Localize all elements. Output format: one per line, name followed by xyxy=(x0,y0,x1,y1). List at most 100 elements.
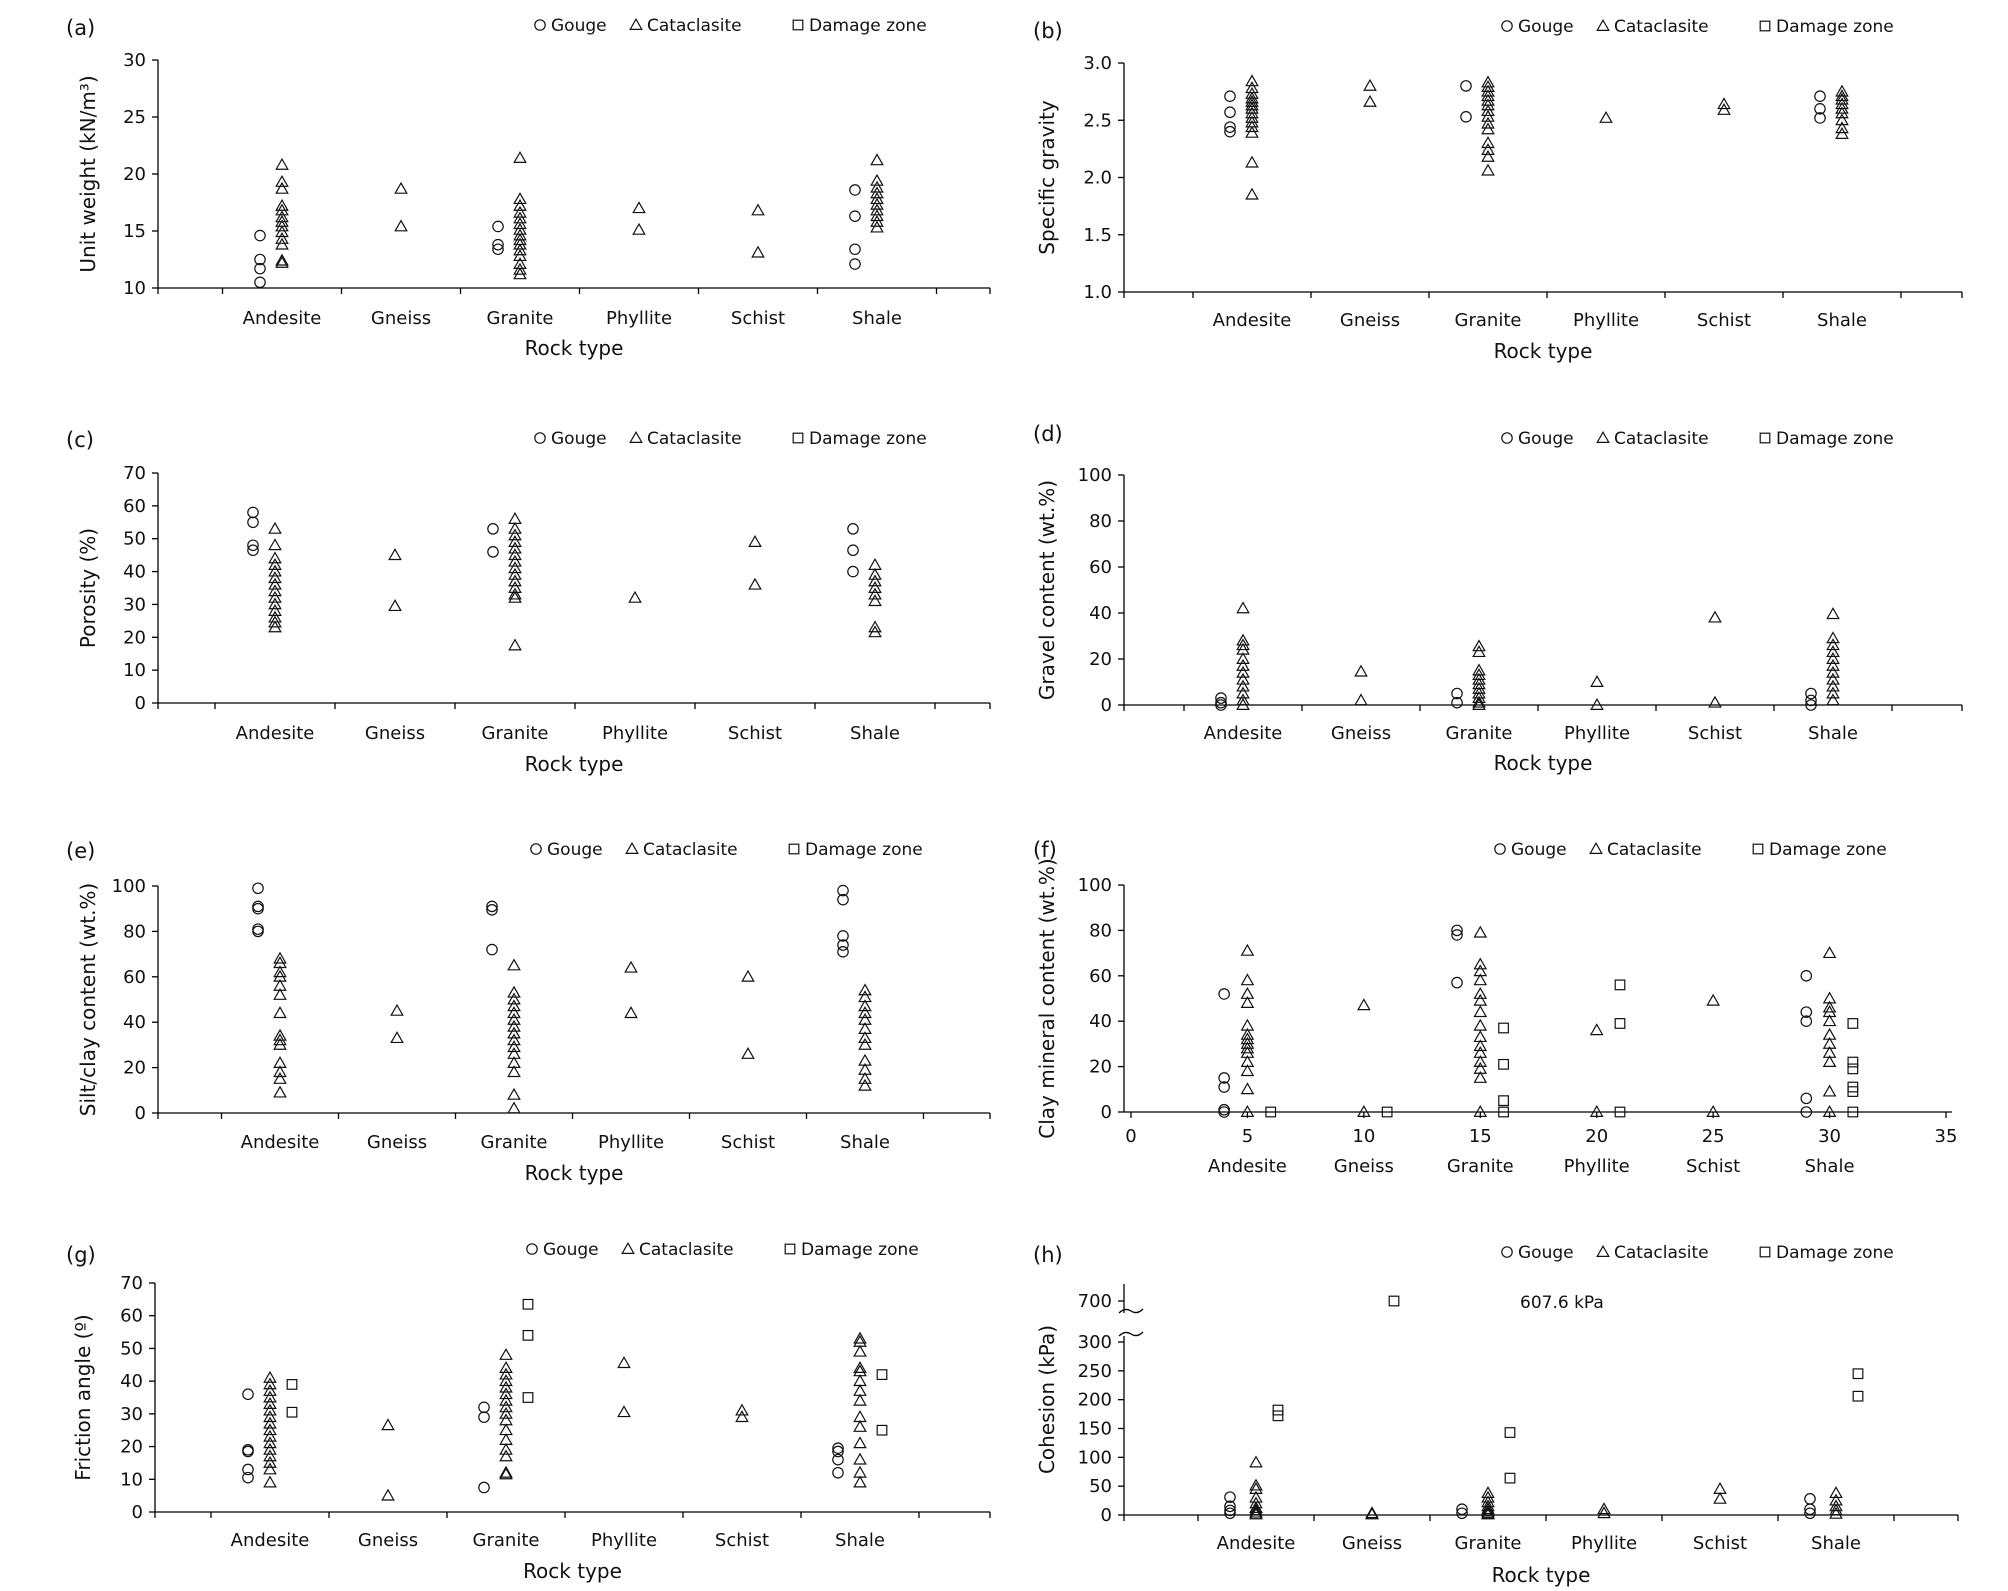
data-point xyxy=(1713,1491,1727,1504)
data-point xyxy=(1473,1039,1488,1052)
y-axis-title: Clay mineral content (wt.%) xyxy=(1035,858,1059,1138)
data-point xyxy=(1472,697,1486,710)
category-label: Phyllite xyxy=(1571,1533,1637,1554)
y-tick-label: 80 xyxy=(1089,511,1112,532)
data-point xyxy=(263,1416,277,1429)
data-point xyxy=(242,1471,254,1484)
data-point xyxy=(1800,1006,1813,1018)
data-point xyxy=(1498,1106,1509,1118)
data-point xyxy=(837,884,849,897)
data-point xyxy=(1481,104,1495,117)
data-point xyxy=(508,521,522,534)
data-point xyxy=(1240,943,1255,956)
data-point xyxy=(275,181,289,194)
category-label: Phyllite xyxy=(591,1530,657,1551)
legend-label: Damage zone xyxy=(809,16,927,36)
data-point xyxy=(268,551,282,564)
data-point xyxy=(735,1403,749,1416)
data-point xyxy=(1708,610,1722,623)
data-point xyxy=(263,1449,277,1462)
data-point xyxy=(858,1006,872,1019)
chart-panel-b: (b) Gouge Cataclasite Damage zone 1.0 1.5 2.0 2… xyxy=(1033,17,1963,363)
category-label: Phyllite xyxy=(1564,1156,1630,1177)
data-point xyxy=(1847,1086,1859,1097)
legend-label: Damage zone xyxy=(1769,840,1887,860)
data-point xyxy=(1804,1493,1816,1505)
category-label: Gneiss xyxy=(1340,310,1400,331)
data-point xyxy=(1388,1295,1400,1307)
data-point xyxy=(268,557,282,570)
legend: Gouge Cataclasite Damage zone xyxy=(530,840,923,860)
x-tick-label: 30 xyxy=(1818,1126,1841,1147)
legend-label: Cataclasite xyxy=(643,840,738,860)
data-point xyxy=(507,985,521,998)
category-label: Granite xyxy=(1455,1533,1522,1554)
y-tick-label: 2.0 xyxy=(1083,168,1112,189)
data-point xyxy=(268,615,282,628)
legend-label: Damage zone xyxy=(809,429,927,449)
data-point xyxy=(1847,1063,1859,1075)
category-label: Granite xyxy=(1446,723,1513,744)
x-axis-title: Rock type xyxy=(525,336,624,360)
data-point xyxy=(499,1347,513,1360)
data-point xyxy=(868,580,882,593)
data-point xyxy=(847,544,859,557)
x-axis-title: Rock type xyxy=(525,1161,624,1185)
y-tick-label: 1.5 xyxy=(1083,225,1112,246)
data-point xyxy=(1717,102,1731,115)
data-point xyxy=(513,198,527,211)
data-point xyxy=(1236,651,1250,664)
y-tick-label: 60 xyxy=(120,1306,143,1327)
category-label: Granite xyxy=(482,723,549,744)
category-label: Granite xyxy=(1455,310,1522,331)
data-point xyxy=(617,1356,631,1369)
axis-break-upper xyxy=(1118,1308,1144,1314)
y-tick-label: 0 xyxy=(1101,1505,1112,1526)
data-point xyxy=(268,590,282,603)
data-point xyxy=(741,969,755,982)
data-point xyxy=(487,523,499,535)
data-point xyxy=(492,243,504,256)
data-point xyxy=(1240,1064,1255,1077)
data-point xyxy=(275,237,289,250)
chart-panel-f: (f) Gouge Cataclasite Damage zone 0 20 40 60 80 1… xyxy=(1033,838,1957,1177)
data-point xyxy=(1240,1041,1255,1054)
data-point xyxy=(632,201,646,214)
data-point xyxy=(853,1344,867,1357)
y-tick-label: 20 xyxy=(1089,1057,1112,1078)
data-point xyxy=(513,237,527,250)
data-point xyxy=(870,192,884,205)
data-point xyxy=(1218,1081,1230,1093)
category-label: Andesite xyxy=(243,308,322,329)
data-point xyxy=(273,1085,287,1098)
data-point xyxy=(275,203,289,216)
data-point xyxy=(1481,149,1495,162)
series-cataclasite xyxy=(1236,601,1840,710)
legend-marker-gouge xyxy=(534,19,546,31)
legend-label: Cataclasite xyxy=(647,429,742,449)
data-point xyxy=(1614,1018,1626,1029)
data-point xyxy=(847,565,859,578)
data-point xyxy=(492,220,504,233)
data-point xyxy=(1852,1368,1864,1380)
data-point xyxy=(1236,693,1250,706)
data-point xyxy=(1272,1404,1284,1416)
category-label: Shale xyxy=(840,1132,890,1153)
category-label: Gneiss xyxy=(1331,723,1391,744)
y-tick-label: 50 xyxy=(120,1338,143,1359)
data-point xyxy=(513,217,527,230)
data-point xyxy=(263,1423,277,1436)
y-tick-label: 100 xyxy=(1078,465,1112,486)
data-point xyxy=(1224,121,1236,133)
data-point xyxy=(1599,110,1613,123)
y-tick-label: 60 xyxy=(1089,557,1112,578)
data-point xyxy=(254,229,266,242)
data-point xyxy=(837,893,849,906)
y-tick-label: 80 xyxy=(123,921,146,942)
data-point xyxy=(1822,1084,1837,1097)
data-point xyxy=(508,534,522,547)
y-tick-label: 0 xyxy=(1101,695,1112,716)
data-point xyxy=(1835,101,1849,114)
data-point xyxy=(263,1403,277,1416)
category-label: Gneiss xyxy=(371,308,431,329)
